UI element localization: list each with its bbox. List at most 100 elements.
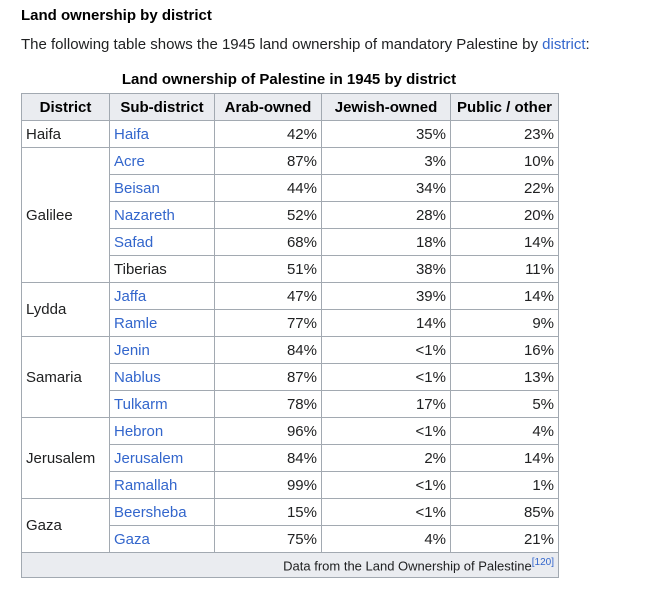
sub-district-cell: Jenin: [109, 336, 215, 364]
table-footer: Data from the Land Ownership of Palestin…: [21, 552, 559, 578]
arab-owned-cell: 51%: [214, 255, 322, 283]
arab-owned-cell: 44%: [214, 174, 322, 202]
arab-owned-cell: 15%: [214, 498, 322, 526]
jewish-owned-cell: 4%: [321, 525, 451, 553]
jewish-owned-cell: 18%: [321, 228, 451, 256]
sub-district-cell: Jerusalem: [109, 444, 215, 472]
sub-district-cell: Tulkarm: [109, 390, 215, 418]
table-row: Haifa Haifa 42% 35% 23%: [21, 120, 559, 148]
header-arab-owned: Arab-owned: [214, 93, 322, 121]
public-other-cell: 1%: [450, 471, 559, 499]
table-row: Lydda Jaffa 47% 39% 14%: [21, 282, 559, 337]
header-district: District: [21, 93, 110, 121]
sub-district-link[interactable]: Jaffa: [114, 287, 147, 305]
header-jewish-owned: Jewish-owned: [321, 93, 451, 121]
jewish-owned-cell: <1%: [321, 363, 451, 391]
footer-citation[interactable]: [120]: [531, 556, 554, 568]
district-cell: Haifa: [21, 120, 110, 148]
public-other-cell: 22%: [450, 174, 559, 202]
table-row: Tulkarm 78% 17% 5%: [22, 390, 559, 418]
sub-district-cell: Gaza: [109, 525, 215, 553]
header-public-other: Public / other: [450, 93, 559, 121]
public-other-cell: 14%: [450, 282, 559, 310]
sub-district-link[interactable]: Safad: [114, 233, 154, 251]
public-other-cell: 5%: [450, 390, 559, 418]
table-row: Galilee Acre 87% 3% 10%: [21, 147, 559, 283]
sub-district-link[interactable]: Nazareth: [114, 206, 175, 224]
public-other-cell: 10%: [450, 147, 559, 175]
table-body: Haifa Haifa 42% 35% 23% Galilee Acre 87% 3% 10% Be…: [21, 120, 559, 553]
arab-owned-cell: 84%: [214, 444, 322, 472]
sub-district-cell: Nablus: [109, 363, 215, 391]
sub-district-link[interactable]: Jenin: [114, 341, 150, 359]
intro-text: The following table shows the 1945 land …: [21, 36, 543, 53]
sub-district-link[interactable]: Ramallah: [114, 476, 178, 494]
arab-owned-cell: 84%: [214, 336, 322, 364]
header-sub-district: Sub-district: [109, 93, 215, 121]
section-heading: Land ownership by district: [21, 7, 212, 24]
district-cell: Jerusalem: [21, 417, 110, 499]
public-other-cell: 14%: [450, 444, 559, 472]
sub-district-link[interactable]: Gaza: [114, 530, 150, 548]
arab-owned-cell: 68%: [214, 228, 322, 256]
header-row: District Sub-district Arab-owned Jewish-…: [21, 93, 559, 121]
table-row: Beisan 44% 34% 22%: [22, 174, 559, 202]
sub-district-cell: Safad: [109, 228, 215, 256]
sub-district-cell: Ramle: [109, 309, 215, 337]
district-cell: Lydda: [21, 282, 110, 337]
arab-owned-cell: 99%: [214, 471, 322, 499]
jewish-owned-cell: 28%: [321, 201, 451, 229]
jewish-owned-cell: <1%: [321, 336, 451, 364]
district-cell: Galilee: [21, 147, 110, 283]
sub-district-link[interactable]: Nablus: [114, 368, 161, 386]
public-other-cell: 20%: [450, 201, 559, 229]
sub-district-link[interactable]: Acre: [114, 152, 145, 170]
arab-owned-cell: 77%: [214, 309, 322, 337]
table-row: Jerusalem Hebron 96% <1% 4%: [21, 417, 559, 499]
sub-district-cell: Acre: [109, 147, 215, 175]
public-other-cell: 9%: [450, 309, 559, 337]
sub-district-link[interactable]: Beisan: [114, 179, 160, 197]
sub-district-link[interactable]: Jerusalem: [114, 449, 184, 467]
jewish-owned-cell: <1%: [321, 471, 451, 499]
jewish-owned-cell: 17%: [321, 390, 451, 418]
jewish-owned-cell: 3%: [321, 147, 451, 175]
jewish-owned-cell: 35%: [321, 120, 451, 148]
sub-district-cell: Ramallah: [109, 471, 215, 499]
district-cell: Samaria: [21, 336, 110, 418]
sub-district-cell: Haifa: [109, 120, 215, 148]
public-other-cell: 16%: [450, 336, 559, 364]
sub-district-cell: Beisan: [109, 174, 215, 202]
sub-district-cell: Tiberias: [109, 255, 215, 283]
sub-district-link[interactable]: Tulkarm: [114, 395, 168, 413]
jewish-owned-cell: 38%: [321, 255, 451, 283]
public-other-cell: 13%: [450, 363, 559, 391]
public-other-cell: 4%: [450, 417, 559, 445]
sub-district-link[interactable]: Tiberias: [114, 260, 167, 278]
public-other-cell: 23%: [450, 120, 559, 148]
table-row: Samaria Jenin 84% <1% 16%: [21, 336, 559, 418]
table-row: Ramle 77% 14% 9%: [22, 309, 559, 337]
jewish-owned-cell: 2%: [321, 444, 451, 472]
sub-district-cell: Nazareth: [109, 201, 215, 229]
district-link[interactable]: district: [542, 36, 586, 53]
arab-owned-cell: 87%: [214, 363, 322, 391]
table-row: Safad 68% 18% 14%: [22, 228, 559, 256]
arab-owned-cell: 52%: [214, 201, 322, 229]
sub-district-cell: Hebron: [109, 417, 215, 445]
jewish-owned-cell: 39%: [321, 282, 451, 310]
public-other-cell: 85%: [450, 498, 559, 526]
sub-district-link[interactable]: Hebron: [114, 422, 164, 440]
sub-district-cell: Jaffa: [109, 282, 215, 310]
sub-district-link[interactable]: Beersheba: [114, 503, 187, 521]
table-row: Jerusalem 84% 2% 14%: [22, 444, 559, 472]
land-ownership-table: District Sub-district Arab-owned Jewish-…: [21, 93, 559, 578]
sub-district-link[interactable]: Ramle: [114, 314, 158, 332]
intro-end: :: [585, 36, 590, 53]
table-row: Gaza 75% 4% 21%: [22, 525, 559, 553]
sub-district-cell: Beersheba: [109, 498, 215, 526]
public-other-cell: 21%: [450, 525, 559, 553]
sub-district-link[interactable]: Haifa: [114, 125, 150, 143]
arab-owned-cell: 96%: [214, 417, 322, 445]
public-other-cell: 14%: [450, 228, 559, 256]
